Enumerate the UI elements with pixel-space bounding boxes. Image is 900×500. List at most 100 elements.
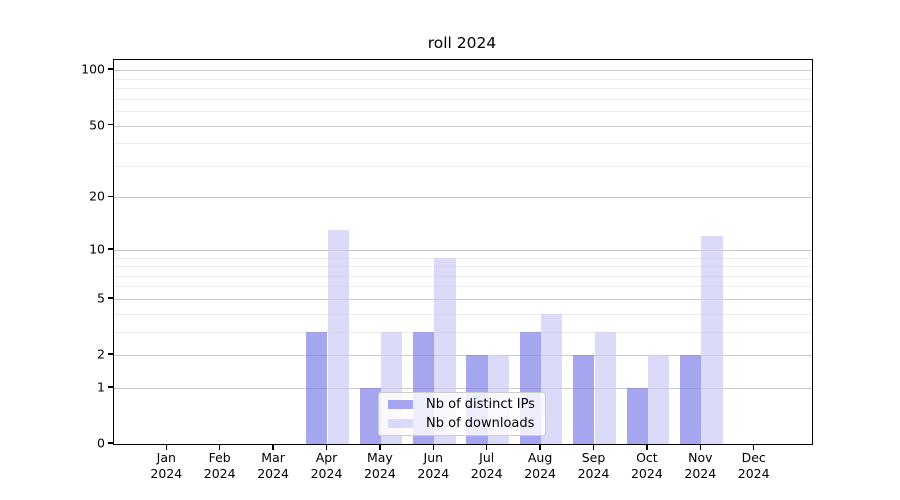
x-tick-mark xyxy=(485,444,488,450)
y-tick-mark xyxy=(108,195,113,198)
x-tick-year: 2024 xyxy=(417,466,450,481)
x-tick-label: Aug 2024 xyxy=(524,450,556,482)
x-tick-label: Jan 2024 xyxy=(150,450,182,482)
gridline-minor xyxy=(114,257,812,259)
legend-swatch-downloads xyxy=(388,418,413,429)
y-tick-label: 2 xyxy=(97,346,105,362)
x-tick-mark xyxy=(699,444,702,450)
x-tick-mark xyxy=(752,444,755,450)
bar-distinct-ips xyxy=(679,355,702,444)
x-tick-label: Dec 2024 xyxy=(738,450,770,482)
y-tick-mark xyxy=(108,297,113,299)
legend-label-distinct-ips: Nb of distinct IPs xyxy=(426,397,535,412)
y-tick-label: 50 xyxy=(89,117,105,133)
x-tick-label: Nov 2024 xyxy=(684,450,716,482)
x-tick-mark xyxy=(646,444,648,450)
x-tick-year: 2024 xyxy=(684,466,717,481)
gridline-major xyxy=(114,387,812,389)
legend-swatch-distinct-ips xyxy=(388,399,413,410)
gridline-major xyxy=(114,197,812,199)
y-tick-label: 5 xyxy=(97,290,105,306)
gridline-minor xyxy=(114,266,812,268)
gridline-major xyxy=(114,249,812,251)
x-tick-year: 2024 xyxy=(150,466,183,481)
x-tick-mark xyxy=(539,444,541,450)
x-tick-month: Jul xyxy=(479,450,495,465)
bar-distinct-ips xyxy=(306,331,328,444)
x-tick-year: 2024 xyxy=(470,466,503,481)
x-tick-label: Apr 2024 xyxy=(311,450,343,482)
x-tick-month: Oct xyxy=(636,450,658,465)
legend-label-downloads: Nb of downloads xyxy=(426,416,535,431)
x-tick-mark xyxy=(218,444,221,450)
y-tick-label: 20 xyxy=(89,188,105,204)
gridline-minor xyxy=(114,143,812,145)
bar-downloads xyxy=(647,355,670,444)
x-tick-mark xyxy=(592,444,595,450)
gridline-major xyxy=(114,355,812,357)
x-tick-mark xyxy=(325,444,328,450)
x-tick-month: Sep xyxy=(581,450,606,465)
y-tick-mark xyxy=(108,386,113,388)
x-tick-month: May xyxy=(366,450,393,465)
x-tick-year: 2024 xyxy=(257,466,289,481)
y-tick-label: 10 xyxy=(89,241,105,257)
x-tick-year: 2024 xyxy=(310,466,343,481)
gridline-minor xyxy=(114,331,812,333)
plot-area: Nb of distinct IPs Nb of downloads xyxy=(113,59,813,445)
bar-distinct-ips xyxy=(359,387,381,444)
y-tick-label: 0 xyxy=(97,435,105,451)
x-tick-month: Apr xyxy=(315,450,338,465)
gridline-minor xyxy=(114,275,812,277)
x-tick-mark xyxy=(272,444,274,450)
bar-downloads xyxy=(594,331,616,444)
x-tick-mark xyxy=(432,444,435,450)
x-tick-label: Oct 2024 xyxy=(631,450,663,482)
gridline-minor xyxy=(114,286,812,288)
legend-item-distinct-ips: Nb of distinct IPs xyxy=(379,397,545,412)
x-tick-label: May 2024 xyxy=(364,450,396,482)
x-tick-year: 2024 xyxy=(524,466,556,481)
gridline-minor xyxy=(114,78,812,80)
x-tick-month: Aug xyxy=(527,450,553,465)
bar-distinct-ips xyxy=(573,355,595,444)
y-tick-mark xyxy=(108,442,113,444)
x-tick-year: 2024 xyxy=(630,466,663,481)
gridline-minor xyxy=(114,88,812,90)
x-tick-month: Feb xyxy=(208,450,231,465)
x-tick-month: Nov xyxy=(688,450,713,465)
gridline-minor xyxy=(114,313,812,315)
bar-downloads xyxy=(327,230,349,444)
bar-distinct-ips xyxy=(626,387,648,444)
x-tick-label: Jul 2024 xyxy=(471,450,503,482)
y-tick-mark xyxy=(108,123,113,126)
gridline-major xyxy=(114,125,812,127)
x-tick-label: Sep 2024 xyxy=(578,450,610,482)
y-tick-label: 1 xyxy=(97,379,105,395)
y-tick-mark xyxy=(108,248,113,250)
x-tick-label: Feb 2024 xyxy=(204,450,236,482)
y-tick-mark xyxy=(108,68,113,70)
x-tick-month: Dec xyxy=(741,450,766,465)
gridline-minor xyxy=(114,98,812,100)
x-tick-year: 2024 xyxy=(363,466,396,481)
bar-downloads xyxy=(541,313,563,444)
x-tick-mark xyxy=(379,444,381,450)
gridline-major xyxy=(114,70,812,72)
legend: Nb of distinct IPs Nb of downloads xyxy=(378,392,546,436)
x-tick-year: 2024 xyxy=(577,466,610,481)
gridline-minor xyxy=(114,111,812,113)
x-tick-label: Mar 2024 xyxy=(257,450,289,482)
x-tick-month: Mar xyxy=(261,450,285,465)
y-tick-mark xyxy=(108,353,113,355)
y-tick-label: 100 xyxy=(81,61,105,77)
x-tick-mark xyxy=(165,444,168,450)
x-tick-month: Jun xyxy=(423,450,444,465)
x-tick-year: 2024 xyxy=(737,466,770,481)
bar-downloads xyxy=(701,236,723,444)
x-tick-month: Jan xyxy=(156,450,176,465)
x-tick-label: Jun 2024 xyxy=(417,450,449,482)
legend-item-downloads: Nb of downloads xyxy=(379,416,545,431)
x-tick-year: 2024 xyxy=(203,466,236,481)
